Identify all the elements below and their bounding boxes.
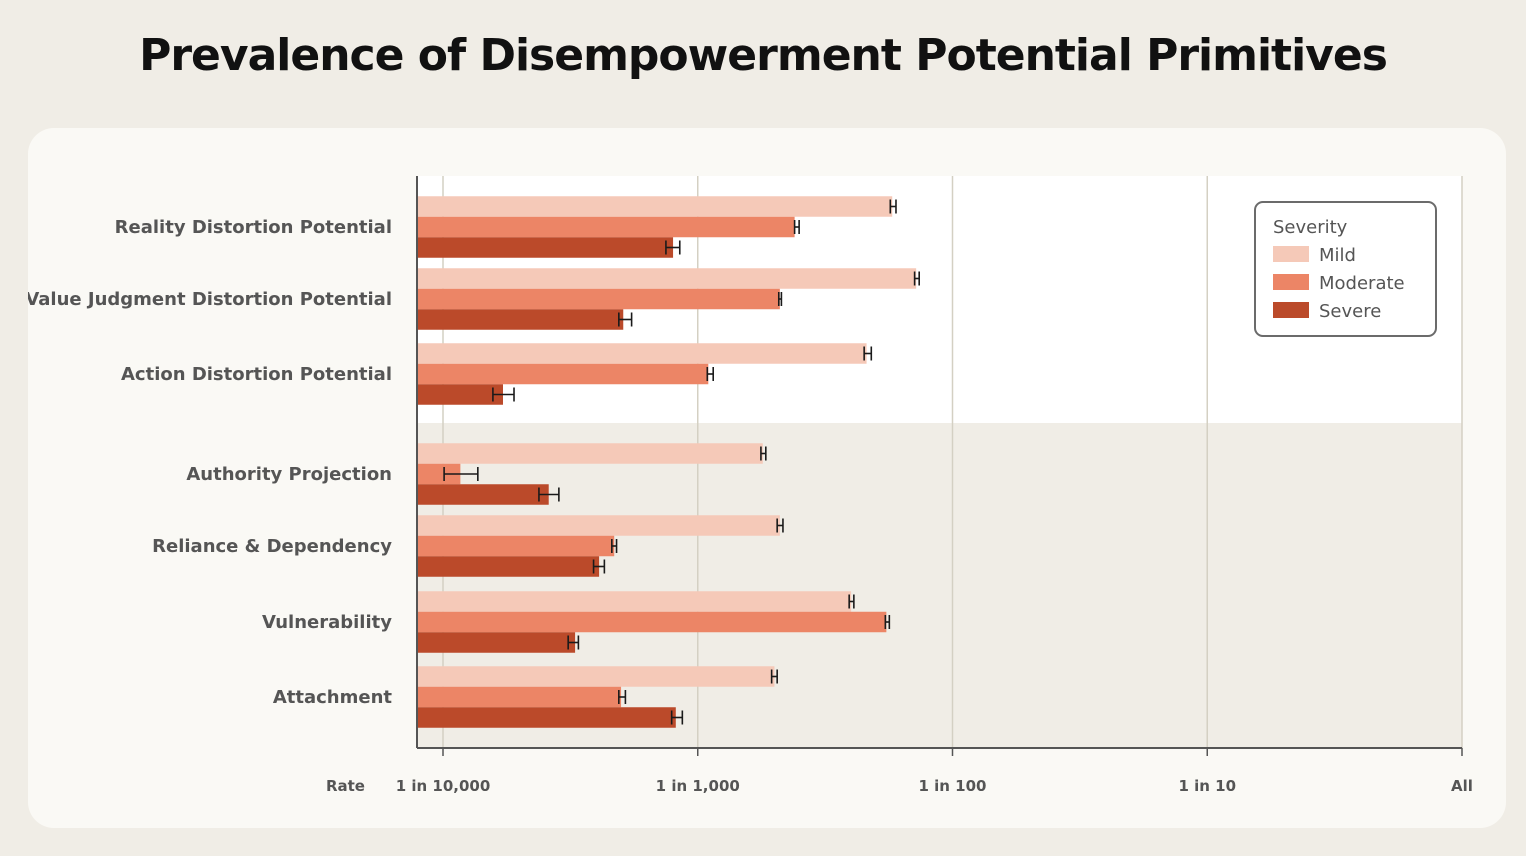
bar	[417, 384, 504, 405]
bar	[417, 216, 795, 238]
bar	[417, 535, 615, 557]
x-axis-name: Rate	[326, 777, 365, 795]
legend-label: Severe	[1319, 301, 1381, 322]
legend-swatch	[1273, 274, 1309, 290]
legend-label: Moderate	[1319, 273, 1405, 294]
x-tick-label: 1 in 100	[918, 777, 986, 795]
bar	[417, 237, 674, 258]
bar	[417, 707, 676, 728]
bar	[417, 309, 624, 330]
bar	[417, 343, 867, 364]
category-label: Authority Projection	[186, 464, 392, 485]
bar	[417, 268, 917, 289]
bar	[417, 443, 763, 464]
bar	[417, 666, 775, 687]
bar	[417, 363, 709, 385]
legend-title: Severity	[1273, 217, 1348, 238]
bar	[417, 632, 576, 653]
x-tick-label: 1 in 10	[1178, 777, 1236, 795]
category-label: Attachment	[273, 687, 393, 708]
category-label: Vulnerability	[262, 612, 392, 633]
category-label: Value Judgment Distortion Potential	[28, 289, 392, 310]
x-tick-label: 1 in 10,000	[396, 777, 491, 795]
bar	[417, 591, 852, 612]
bar	[417, 611, 887, 633]
legend-label: Mild	[1319, 245, 1356, 266]
page-title: Prevalence of Disempowerment Potential P…	[139, 30, 1388, 81]
bar	[417, 288, 780, 310]
bar	[417, 484, 549, 505]
bar	[417, 463, 461, 485]
bar	[417, 515, 780, 536]
chart-card: 1 in 10,000 1 in 1,000 1 in 100 1 in 10 All R…	[28, 128, 1506, 828]
bar	[417, 196, 893, 217]
legend-swatch	[1273, 246, 1309, 262]
bar	[417, 556, 600, 577]
bar	[417, 686, 622, 708]
category-label: Reliance & Dependency	[152, 536, 392, 557]
category-label: Reality Distortion Potential	[115, 217, 392, 238]
chart-svg: 1 in 10,000 1 in 1,000 1 in 100 1 in 10 All R…	[28, 176, 1473, 795]
category-label: Action Distortion Potential	[121, 364, 392, 385]
x-tick-label: 1 in 1,000	[656, 777, 740, 795]
legend-swatch	[1273, 302, 1309, 318]
x-tick-label: All	[1451, 777, 1473, 795]
